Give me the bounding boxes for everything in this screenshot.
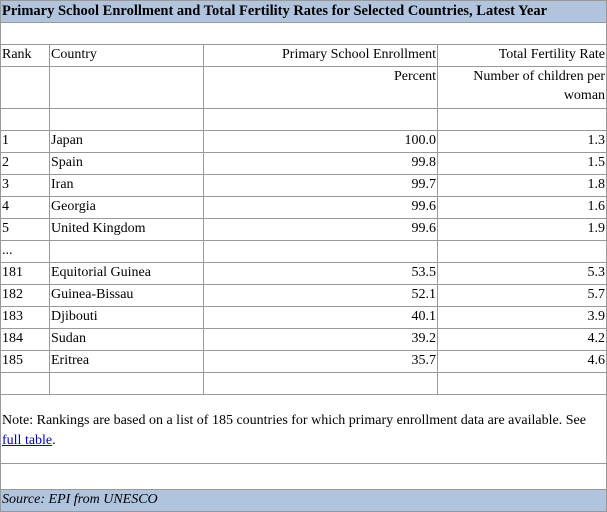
table-row: ... xyxy=(0,240,607,263)
fertility-cell: 5.7 xyxy=(436,284,607,307)
rank-cell: 2 xyxy=(0,152,50,175)
country-cell: Djibouti xyxy=(49,306,204,329)
table-row: 2 Spain 99.8 1.5 xyxy=(0,152,607,175)
table-row: 183 Djibouti 40.1 3.9 xyxy=(0,306,607,329)
column-header: Total Fertility Rate xyxy=(436,44,607,67)
column-header: Rank xyxy=(0,44,50,67)
table-row: Primary School Enrollment and Total Fert… xyxy=(0,0,607,23)
table-row: 185 Eritrea 35.7 4.6 xyxy=(0,350,607,373)
enrollment-cell: 35.7 xyxy=(203,350,438,373)
table-row: 3 Iran 99.7 1.8 xyxy=(0,174,607,197)
country-cell: Eritrea xyxy=(49,350,204,373)
table-row: 182 Guinea-Bissau 52.1 5.7 xyxy=(0,284,607,307)
enrollment-cell: 99.6 xyxy=(203,196,438,219)
enrollment-cell: 100.0 xyxy=(203,130,438,153)
enrollment-cell: 99.7 xyxy=(203,174,438,197)
empty-cell xyxy=(203,240,438,263)
empty-cell xyxy=(436,372,607,395)
rank-cell: 182 xyxy=(0,284,50,307)
enrollment-cell: 99.6 xyxy=(203,218,438,241)
fertility-cell: 1.6 xyxy=(436,196,607,219)
table-row: 181 Equitorial Guinea 53.5 5.3 xyxy=(0,262,607,285)
column-header: Country xyxy=(49,44,204,67)
fertility-cell: 4.2 xyxy=(436,328,607,351)
source: Source: EPI from UNESCO xyxy=(0,489,607,512)
fertility-cell: 1.9 xyxy=(436,218,607,241)
country-cell: Equitorial Guinea xyxy=(49,262,204,285)
table-row xyxy=(0,22,607,45)
fertility-cell: 5.3 xyxy=(436,262,607,285)
table-row xyxy=(0,108,607,131)
rank-cell: 4 xyxy=(0,196,50,219)
full-table-link[interactable]: full table xyxy=(2,433,53,448)
fertility-cell: 3.9 xyxy=(436,306,607,329)
fertility-cell: 1.5 xyxy=(436,152,607,175)
enrollment-cell: 39.2 xyxy=(203,328,438,351)
fertility-cell: 1.8 xyxy=(436,174,607,197)
table-row: 4 Georgia 99.6 1.6 xyxy=(0,196,607,219)
table-row xyxy=(0,372,607,395)
rank-cell: 181 xyxy=(0,262,50,285)
table-row: Source: EPI from UNESCO xyxy=(0,489,607,512)
country-cell: Sudan xyxy=(49,328,204,351)
empty-cell xyxy=(436,108,607,131)
unit-label: Number of children per woman xyxy=(436,66,607,109)
fertility-cell: 4.6 xyxy=(436,350,607,373)
empty-cell xyxy=(0,108,50,131)
empty-cell xyxy=(203,108,438,131)
country-cell: Japan xyxy=(49,130,204,153)
note-text: Note: Rankings are based on a list of 18… xyxy=(2,413,586,428)
empty-cell xyxy=(0,372,50,395)
note: Note: Rankings are based on a list of 18… xyxy=(0,394,607,464)
table-row: 5 United Kingdom 99.6 1.9 xyxy=(0,218,607,241)
enrollment-cell: 52.1 xyxy=(203,284,438,307)
ellipsis: ... xyxy=(0,240,50,263)
unit-label: Percent xyxy=(203,66,438,109)
country-cell: Iran xyxy=(49,174,204,197)
empty-cell xyxy=(0,463,607,490)
country-cell: United Kingdom xyxy=(49,218,204,241)
rank-cell: 184 xyxy=(0,328,50,351)
country-cell: Georgia xyxy=(49,196,204,219)
enrollment-cell: 99.8 xyxy=(203,152,438,175)
empty-cell xyxy=(0,22,607,45)
empty-cell xyxy=(49,372,204,395)
column-header: Primary School Enrollment xyxy=(203,44,438,67)
fertility-cell: 1.3 xyxy=(436,130,607,153)
empty-cell xyxy=(49,108,204,131)
table-row: Percent Number of children per woman xyxy=(0,66,607,109)
country-cell: Guinea-Bissau xyxy=(49,284,204,307)
country-cell: Spain xyxy=(49,152,204,175)
empty-cell xyxy=(436,240,607,263)
empty-cell xyxy=(0,66,50,109)
table-row: Rank Country Primary School Enrollment Tota… xyxy=(0,44,607,67)
enrollment-cell: 53.5 xyxy=(203,262,438,285)
enrollment-cell: 40.1 xyxy=(203,306,438,329)
table-row: 1 Japan 100.0 1.3 xyxy=(0,130,607,153)
rank-cell: 185 xyxy=(0,350,50,373)
note-end: . xyxy=(52,433,56,448)
table-row: 184 Sudan 39.2 4.2 xyxy=(0,328,607,351)
table-row: Note: Rankings are based on a list of 18… xyxy=(0,394,607,464)
empty-cell xyxy=(49,66,204,109)
rank-cell: 3 xyxy=(0,174,50,197)
rank-cell: 5 xyxy=(0,218,50,241)
rank-cell: 1 xyxy=(0,130,50,153)
table-row xyxy=(0,463,607,490)
empty-cell xyxy=(203,372,438,395)
table-title: Primary School Enrollment and Total Fert… xyxy=(0,0,607,23)
empty-cell xyxy=(49,240,204,263)
rank-cell: 183 xyxy=(0,306,50,329)
